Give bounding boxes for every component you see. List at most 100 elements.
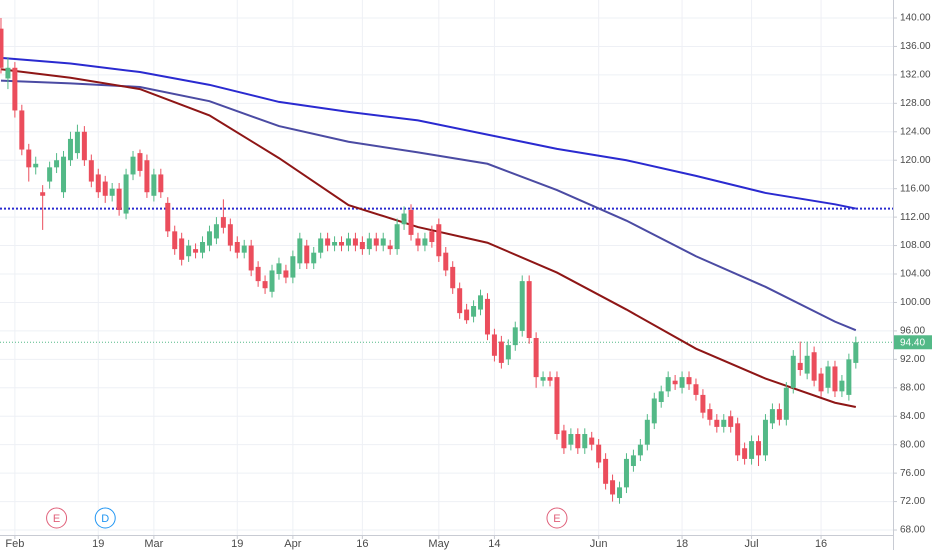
y-tick-label: 76.00 — [900, 468, 925, 479]
candle-body — [401, 213, 407, 225]
y-tick-label: 136.00 — [900, 41, 931, 52]
candle-body — [478, 295, 484, 310]
candle-body — [672, 380, 678, 385]
y-tick-label: 140.00 — [900, 13, 931, 24]
candle-body — [742, 448, 748, 459]
candle-body — [387, 245, 393, 250]
candle-body — [769, 409, 775, 424]
candle-body — [234, 242, 240, 253]
price-label: 94.40 — [900, 337, 925, 348]
candle-body — [540, 377, 546, 381]
candle-body — [137, 153, 143, 171]
candle-body — [130, 156, 136, 175]
event-marker — [546, 507, 568, 529]
candle-body — [762, 419, 768, 456]
candle-body — [380, 238, 386, 246]
candle-body — [81, 131, 87, 161]
moving-average-line — [0, 56, 857, 210]
candle-body — [359, 242, 365, 250]
y-tick-label: 100.00 — [900, 297, 931, 308]
candle-body — [589, 437, 595, 445]
candle-body — [526, 281, 532, 339]
candle-body — [658, 391, 664, 403]
candle-body — [116, 188, 122, 211]
candle-body — [484, 298, 490, 335]
y-tick-label: 132.00 — [900, 70, 931, 81]
y-tick-label: 112.00 — [900, 212, 930, 223]
candle-body — [603, 458, 609, 484]
candle-body — [839, 380, 845, 392]
y-tick-label: 92.00 — [900, 354, 925, 365]
candle-body — [95, 174, 101, 193]
x-tick-label: 19 — [92, 538, 104, 550]
candle-body — [818, 373, 824, 392]
candle-body — [721, 419, 727, 427]
y-tick-label: 80.00 — [900, 439, 925, 450]
x-tick-label: Jul — [745, 538, 759, 550]
candle-body — [373, 238, 379, 246]
candle-body — [790, 355, 796, 388]
candle-body — [505, 345, 511, 360]
candle-body — [19, 110, 25, 150]
y-tick-label: 108.00 — [900, 240, 931, 251]
candle-body — [776, 409, 782, 420]
candle-body — [533, 338, 539, 378]
candle-body — [241, 245, 247, 253]
candle-body — [227, 224, 233, 246]
event-label: E — [553, 513, 560, 525]
candle-body — [54, 160, 60, 168]
y-tick-label: 104.00 — [900, 269, 931, 280]
candle-body — [67, 138, 73, 161]
candle-body — [220, 217, 226, 228]
y-tick-label: 68.00 — [900, 525, 925, 536]
candle-body — [422, 238, 428, 246]
candle-body — [415, 238, 421, 246]
x-tick-label: 16 — [356, 538, 368, 550]
event-marker — [46, 507, 68, 529]
y-tick-label: 88.00 — [900, 382, 925, 393]
candle-body — [61, 156, 67, 193]
candle-body — [339, 242, 345, 246]
candle-body — [498, 341, 504, 363]
candle-body — [193, 249, 199, 253]
x-axis-panel — [0, 535, 893, 550]
candle-body — [213, 224, 219, 239]
candle-body — [686, 377, 692, 385]
candle-body — [109, 188, 115, 196]
candle-body — [366, 238, 372, 250]
candle-body — [179, 238, 185, 260]
candle-body — [151, 174, 157, 196]
candle-body — [714, 419, 720, 427]
candle-body — [158, 174, 164, 193]
x-tick-label: Feb — [5, 538, 24, 550]
candle-body — [693, 384, 699, 395]
x-tick-label: Mar — [144, 538, 163, 550]
candle-body — [610, 480, 616, 495]
candle-body — [665, 377, 671, 392]
candle-body — [846, 359, 852, 395]
y-tick-label: 116.00 — [900, 183, 930, 194]
candle-body — [554, 377, 560, 435]
candle-body — [255, 266, 261, 282]
y-tick-label: 120.00 — [900, 155, 931, 166]
candle-body — [144, 160, 150, 193]
candle-body — [325, 238, 331, 246]
candle-body — [332, 242, 338, 246]
y-tick-label: 96.00 — [900, 326, 925, 337]
candle-body — [491, 334, 497, 356]
candle-body — [74, 131, 80, 154]
candle-body — [26, 149, 32, 168]
candle-body — [651, 398, 657, 424]
candle-body — [88, 160, 94, 182]
candle-body — [617, 487, 623, 499]
candle-body — [637, 444, 643, 456]
candle-body — [749, 441, 755, 459]
candle-body — [165, 202, 171, 232]
candle-body — [471, 306, 477, 317]
candle-body — [443, 252, 449, 271]
y-axis-panel — [893, 0, 932, 550]
candle-body — [825, 366, 831, 388]
candle-body — [512, 327, 518, 346]
y-tick-label: 84.00 — [900, 411, 925, 422]
